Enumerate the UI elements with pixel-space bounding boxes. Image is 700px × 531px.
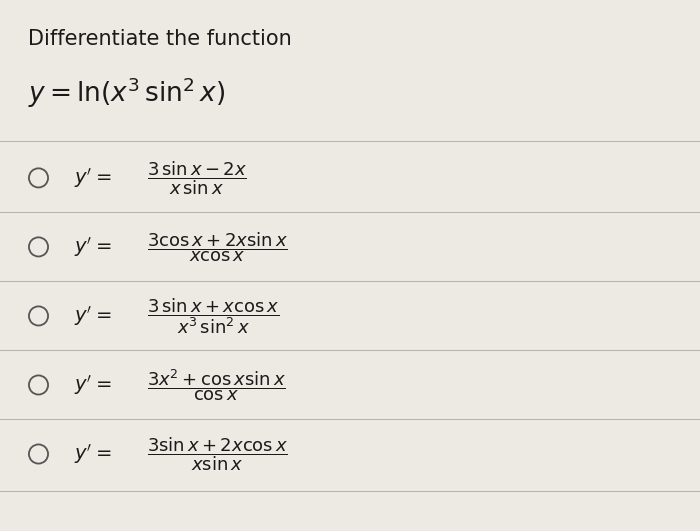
Text: $\dfrac{3\,\mathrm{sin}\,x-2x}{x\,\sin x}$: $\dfrac{3\,\mathrm{sin}\,x-2x}{x\,\sin x… bbox=[147, 159, 247, 196]
Text: $\dfrac{3\sin x+2x\cos x}{x\sin x}$: $\dfrac{3\sin x+2x\cos x}{x\sin x}$ bbox=[147, 435, 288, 473]
Text: $y' =$: $y' =$ bbox=[74, 304, 111, 328]
Text: $\dfrac{3\cos x+2x\sin x}{x\cos x}$: $\dfrac{3\cos x+2x\sin x}{x\cos x}$ bbox=[147, 230, 288, 264]
Text: $\dfrac{3x^{2}+\cos x\sin x}{\cos x}$: $\dfrac{3x^{2}+\cos x\sin x}{\cos x}$ bbox=[147, 367, 286, 403]
Text: Differentiate the function: Differentiate the function bbox=[28, 29, 292, 49]
Text: $y' =$: $y' =$ bbox=[74, 235, 111, 259]
Text: $y' =$: $y' =$ bbox=[74, 442, 111, 466]
Text: $y' =$: $y' =$ bbox=[74, 373, 111, 397]
Text: $y' =$: $y' =$ bbox=[74, 166, 111, 190]
Text: $\dfrac{3\,\mathrm{sin}\,x+x\cos x}{x^{3}\,\mathrm{sin}^{2}\,x}$: $\dfrac{3\,\mathrm{sin}\,x+x\cos x}{x^{3… bbox=[147, 296, 279, 336]
Text: $y = \ln(x^{3}\,\sin^{2} x)$: $y = \ln(x^{3}\,\sin^{2} x)$ bbox=[28, 75, 225, 110]
